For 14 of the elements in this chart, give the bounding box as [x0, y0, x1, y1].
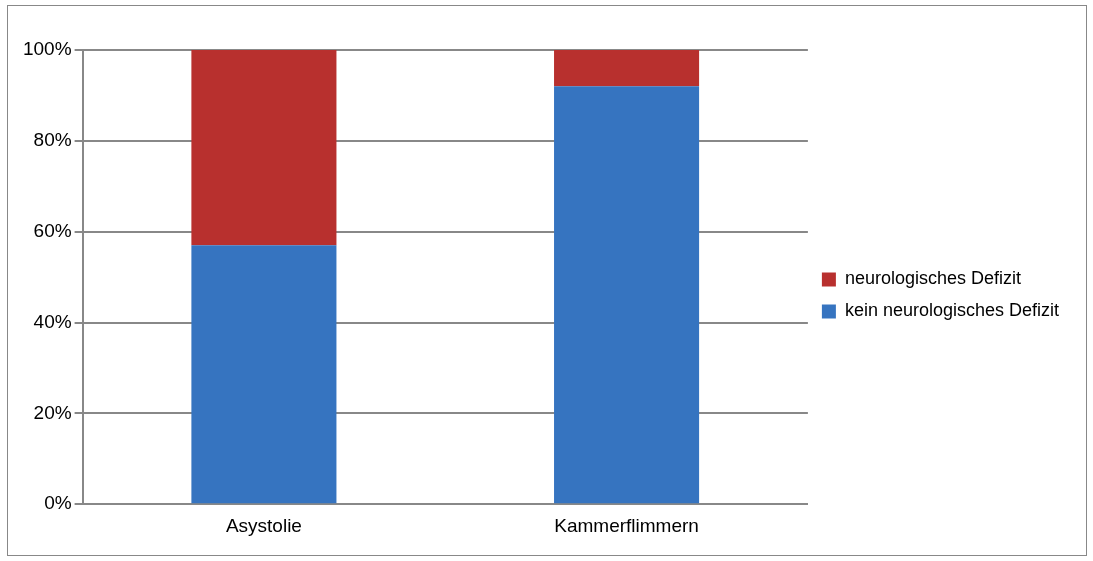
bar: [191, 245, 337, 504]
bar: [554, 50, 700, 87]
bar: [191, 50, 337, 246]
y-tick-label: 100%: [22, 38, 72, 60]
x-tick-label: Kammerflimmern: [554, 514, 699, 536]
bar: [554, 86, 700, 504]
x-tick-label: Asystolie: [225, 514, 302, 536]
y-tick-label: 60%: [33, 219, 72, 241]
y-tick-label: 40%: [33, 310, 72, 332]
y-tick-label: 80%: [33, 129, 72, 151]
y-tick-label: 0%: [44, 492, 72, 514]
y-tick-label: 20%: [33, 401, 72, 423]
legend-label: kein neurologisches Defizit: [844, 300, 1060, 321]
legend-label: neurologisches Defizit: [844, 268, 1021, 289]
